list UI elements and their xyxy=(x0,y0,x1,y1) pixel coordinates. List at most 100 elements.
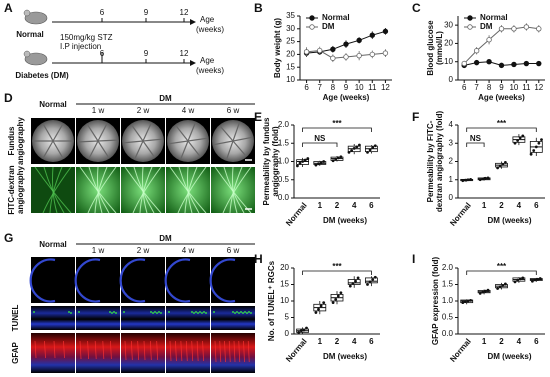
box-point xyxy=(331,301,335,305)
significance-label: *** xyxy=(332,119,342,128)
legend-marker xyxy=(467,15,473,21)
y-axis-label-line: Blood glucose xyxy=(426,20,435,76)
box-point xyxy=(314,311,318,314)
significance-bracket xyxy=(466,127,537,132)
box-point xyxy=(347,150,351,154)
fundus-vessel xyxy=(124,140,144,144)
gfap-fiber xyxy=(87,340,89,360)
box-point xyxy=(516,139,519,142)
x-tick-label: 6 xyxy=(462,83,467,92)
panel-label: F xyxy=(412,110,419,124)
retina-ring xyxy=(29,258,56,303)
gfap-fiber xyxy=(143,340,146,361)
box-point xyxy=(297,330,301,334)
box-point xyxy=(496,166,499,170)
row-label-line: TUNEL xyxy=(11,305,20,332)
timepoint-label: 1 w xyxy=(92,246,105,255)
tunel-dot xyxy=(197,312,199,314)
y-tick-label: 1.0 xyxy=(442,296,454,305)
fundus-vessel xyxy=(97,140,109,158)
timepoint-label: 2 w xyxy=(137,106,150,115)
box-point xyxy=(299,329,303,333)
x-axis-label: DM (weeks) xyxy=(323,216,367,225)
fundus-vessel xyxy=(180,140,189,159)
gfap-fiber xyxy=(34,340,37,359)
fundus-vessel xyxy=(220,126,234,142)
box-point xyxy=(319,304,323,308)
gfap-fiber xyxy=(185,340,188,362)
x-tick-label: Normal xyxy=(448,337,473,364)
box-point xyxy=(317,307,320,311)
x-tick-label: 11 xyxy=(522,83,531,92)
x-tick-label: 4 xyxy=(352,337,357,346)
y-axis-label: Permeability by fundus angiography (fold) xyxy=(262,117,280,206)
timeline-tick-label: 12 xyxy=(180,8,189,17)
x-tick-label: 2 xyxy=(335,201,340,210)
fitc-vessel xyxy=(184,166,198,214)
gfap-fiber xyxy=(233,340,236,363)
y-tick-label: 2.0 xyxy=(278,120,290,129)
x-tick-label: 4 xyxy=(517,337,522,346)
box-point xyxy=(504,161,507,164)
legend-marker xyxy=(309,15,315,21)
box-point xyxy=(498,164,502,168)
tunel-dot xyxy=(109,311,111,313)
row-label-line: angiography xyxy=(16,165,25,214)
fundus-vessel xyxy=(226,140,234,160)
x-axis-label: DM (weeks) xyxy=(323,352,367,361)
gfap-image xyxy=(211,333,255,373)
box-point xyxy=(478,292,482,295)
y-tick-label: 20 xyxy=(444,39,453,48)
data-point xyxy=(303,49,310,55)
fundus-vessel xyxy=(187,123,196,142)
y-axis-label-line: (mmol/L) xyxy=(435,31,444,65)
y-tick-label: 2 xyxy=(449,157,454,166)
tunel-dot xyxy=(70,312,72,314)
mouse-icon xyxy=(24,52,48,66)
row-label-line: angiography xyxy=(16,116,25,165)
box-point xyxy=(496,287,499,290)
gfap-fiber xyxy=(228,340,231,363)
box-point xyxy=(534,145,538,149)
x-tick-label: 12 xyxy=(381,83,390,92)
box-point xyxy=(521,134,525,138)
data-point xyxy=(343,54,349,60)
box-point xyxy=(532,149,536,152)
tunel-dot xyxy=(68,311,70,313)
x-axis-label: DM (weeks) xyxy=(487,352,531,361)
y-tick-label: 2.0 xyxy=(442,263,454,272)
box-point xyxy=(501,162,505,166)
x-tick-label: 1 xyxy=(318,337,323,346)
gfap-fiber xyxy=(94,340,97,360)
box-point xyxy=(533,278,537,282)
box-point xyxy=(518,136,522,140)
gfap-fiber xyxy=(53,340,56,359)
x-axis-label: Age (weeks) xyxy=(478,93,525,102)
panel-label: C xyxy=(412,1,421,15)
fundus-vessel xyxy=(142,138,162,142)
box-point xyxy=(331,159,335,163)
timeline-axis-label: Age xyxy=(200,15,215,24)
fundus-vessel xyxy=(42,140,54,158)
gfap-fiber xyxy=(238,340,241,363)
fitc-vessel xyxy=(222,166,252,214)
tunel-dot xyxy=(115,312,117,314)
box-point xyxy=(481,290,485,294)
row-label-line: Fundus xyxy=(7,126,16,155)
fundus-vessel xyxy=(97,123,108,142)
tunel-image xyxy=(76,306,120,330)
y-axis-label-line: Permeability by FITC- xyxy=(426,120,435,202)
tunel-dot xyxy=(203,311,205,313)
fundus-vessel xyxy=(142,123,152,142)
fitc-vessel xyxy=(42,166,72,214)
legend-label: DM xyxy=(480,22,493,31)
x-tick-label: 4 xyxy=(352,201,357,210)
box-point xyxy=(322,160,326,163)
fitc-vessel xyxy=(97,166,103,214)
row-label-line: GFAP xyxy=(11,341,20,363)
tunel-dot xyxy=(240,311,242,313)
y-axis-label-line: dextran angiography (fold) xyxy=(435,111,444,213)
fitc-vessel xyxy=(232,166,238,214)
box-point xyxy=(540,138,543,142)
box-point xyxy=(351,282,355,285)
